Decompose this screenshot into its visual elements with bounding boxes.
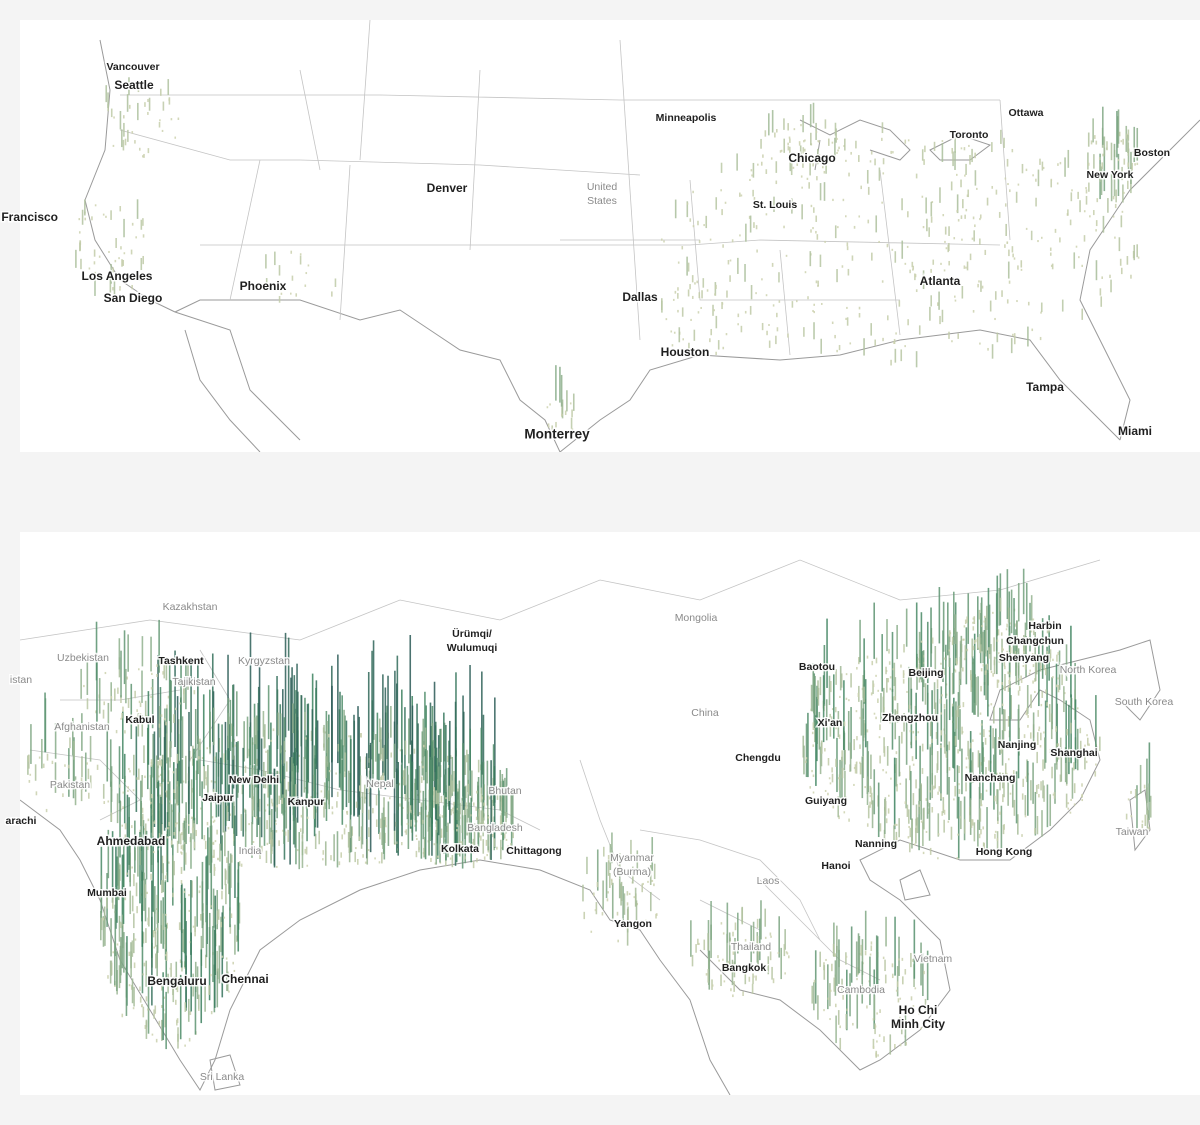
country-label: Nepal xyxy=(366,778,393,790)
city-label: Los Angeles xyxy=(82,269,153,283)
country-label: United xyxy=(587,181,618,193)
city-label: Hong Kong xyxy=(976,846,1033,858)
city-label: Seattle xyxy=(114,78,154,92)
country-label: Bhutan xyxy=(488,785,521,797)
city-label: Dallas xyxy=(622,290,658,304)
country-label: istan xyxy=(10,674,32,686)
city-label: St. Louis xyxy=(753,199,797,211)
city-label: Shanghai xyxy=(1050,747,1097,759)
city-label: Boston xyxy=(1134,147,1170,159)
city-label: Ahmedabad xyxy=(97,834,166,848)
country-label: Taiwan xyxy=(1116,826,1149,838)
city-label: Tashkent xyxy=(158,655,204,667)
country-label: Vietnam xyxy=(914,953,953,965)
city-label: an Francisco xyxy=(0,210,58,224)
country-label: States xyxy=(587,195,617,207)
city-label: Monterrey xyxy=(524,427,590,442)
city-label: Kolkata xyxy=(441,843,479,855)
country-label: Pakistan xyxy=(50,779,90,791)
city-label: San Diego xyxy=(104,291,163,305)
city-label: Ürümqi/ xyxy=(452,627,492,640)
city-label: Nanning xyxy=(855,838,897,850)
coastline xyxy=(84,39,1200,452)
country-label: Mongolia xyxy=(675,612,718,624)
city-label: Yangon xyxy=(614,918,652,930)
city-label: Ottawa xyxy=(1008,107,1043,119)
city-label: Baotou xyxy=(799,661,835,673)
country-label: Tajikistan xyxy=(172,676,215,688)
city-label: Kabul xyxy=(125,714,154,726)
city-label: Chittagong xyxy=(506,845,561,857)
city-label: Nanjing xyxy=(998,739,1037,751)
country-label: Myanmar xyxy=(610,852,654,864)
city-label: Tampa xyxy=(1026,380,1064,394)
city-label: New Delhi xyxy=(229,774,279,786)
country-label: Thailand xyxy=(731,941,771,953)
country-label: Afghanistan xyxy=(54,721,110,733)
city-label: Mumbai xyxy=(87,887,127,899)
city-label: arachi xyxy=(6,815,37,827)
city-label: New York xyxy=(1087,169,1134,181)
population-spikes xyxy=(27,568,1152,1058)
city-label: Chennai xyxy=(221,972,268,986)
country-label: Laos xyxy=(757,875,780,887)
city-label: Minh City xyxy=(891,1017,945,1031)
panel-background xyxy=(20,20,1200,452)
city-label: Houston xyxy=(661,345,710,359)
country-label: Bangladesh xyxy=(467,822,523,834)
country-label: (Burma) xyxy=(613,866,651,878)
city-label: Shenyang xyxy=(999,652,1049,664)
country-label: China xyxy=(691,707,719,719)
city-label: Vancouver xyxy=(106,61,159,73)
city-label: Toronto xyxy=(950,129,989,141)
country-label: Kyrgyzstan xyxy=(238,655,290,667)
city-label: Chengdu xyxy=(735,752,781,764)
city-label: Nanchang xyxy=(965,772,1016,784)
labels: Vancouver Seattle an Francisco Los Angeles S… xyxy=(0,59,1175,1084)
country-label: Cambodia xyxy=(837,984,885,996)
city-label: Phoenix xyxy=(240,279,287,293)
city-label: Harbin xyxy=(1028,620,1061,632)
city-label: Hanoi xyxy=(821,860,850,872)
city-label: Bangkok xyxy=(722,962,767,974)
country-label: South Korea xyxy=(1115,696,1174,708)
coastline xyxy=(20,639,1161,1095)
city-label: Beijing xyxy=(908,667,943,679)
population-spikes xyxy=(75,77,1140,435)
city-label: Chicago xyxy=(788,151,835,165)
city-label: Kanpur xyxy=(288,796,325,808)
country-label: Kazakhstan xyxy=(163,601,218,613)
state-borders xyxy=(119,20,1011,356)
city-label: Xi'an xyxy=(818,717,843,729)
country-label: Sri Lanka xyxy=(200,1071,245,1083)
city-label: Minneapolis xyxy=(656,112,717,124)
city-label: Ho Chi xyxy=(899,1003,938,1017)
country-label: North Korea xyxy=(1060,664,1117,676)
country-label: India xyxy=(239,845,262,857)
city-label: Guiyang xyxy=(805,795,847,807)
country-label: Uzbekistan xyxy=(57,652,109,664)
city-label: Changchun xyxy=(1006,635,1064,647)
city-label: Atlanta xyxy=(920,274,961,288)
city-label: Bengaluru xyxy=(147,974,206,988)
city-label: Miami xyxy=(1118,424,1152,438)
city-label: Jaipur xyxy=(202,792,234,804)
city-label: Denver xyxy=(427,181,468,195)
city-label: Zhengzhou xyxy=(882,712,938,724)
us-map xyxy=(20,20,1200,452)
city-label: Wulumuqi xyxy=(447,642,498,654)
